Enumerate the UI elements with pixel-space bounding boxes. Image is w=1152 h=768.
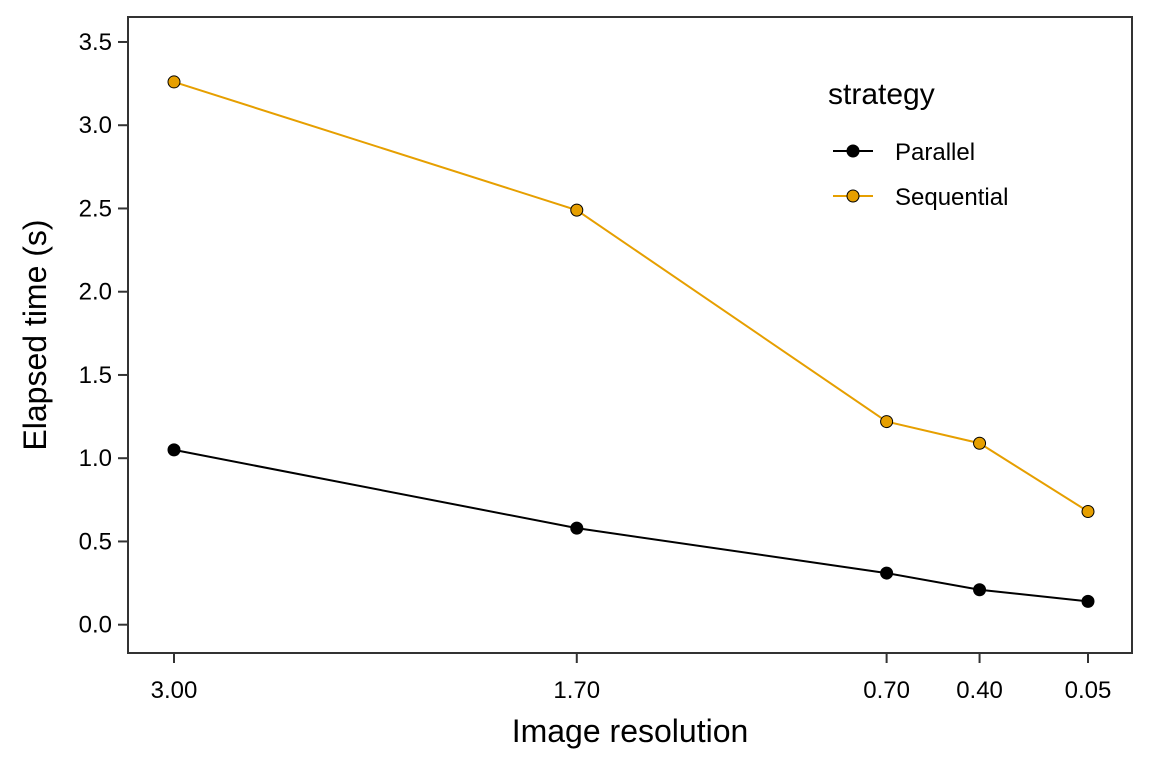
legend-item-sequential: Sequential xyxy=(833,184,1008,211)
y-tick-label: 0.0 xyxy=(79,612,112,639)
data-point-sequential xyxy=(1081,504,1095,518)
series-layer xyxy=(167,75,1095,608)
x-tick-label: 1.70 xyxy=(553,677,600,704)
legend: strategy Parallel Sequential xyxy=(828,78,1008,211)
x-tick-label: 0.70 xyxy=(863,677,910,704)
plot-panel xyxy=(127,16,1133,654)
y-tick-label: 1.0 xyxy=(79,445,112,472)
data-point-sequential xyxy=(167,75,181,89)
y-tick-label: 0.5 xyxy=(79,528,112,555)
data-point-sequential xyxy=(973,436,987,450)
y-tick-label: 3.5 xyxy=(79,29,112,56)
data-point-parallel xyxy=(1081,594,1095,608)
data-point-parallel xyxy=(570,521,584,535)
x-tick-label: 0.05 xyxy=(1065,677,1112,704)
legend-key-point-parallel xyxy=(846,144,860,158)
x-axis: 3.00 1.70 0.70 0.40 0.05 xyxy=(151,653,1112,704)
x-tick-label: 0.40 xyxy=(956,677,1003,704)
data-point-sequential xyxy=(570,203,584,217)
legend-item-parallel: Parallel xyxy=(833,139,975,166)
legend-label-parallel: Parallel xyxy=(895,139,975,166)
x-tick-label: 3.00 xyxy=(151,677,198,704)
y-tick-label: 1.5 xyxy=(79,362,112,389)
legend-title: strategy xyxy=(828,78,935,111)
legend-label-sequential: Sequential xyxy=(895,184,1008,211)
data-point-parallel xyxy=(880,566,894,580)
y-tick-label: 2.5 xyxy=(79,195,112,222)
data-point-parallel xyxy=(167,443,181,457)
y-axis-title: Elapsed time (s) xyxy=(17,219,53,450)
x-axis-title: Image resolution xyxy=(512,713,749,749)
legend-key-point-sequential xyxy=(846,189,860,203)
y-tick-label: 3.0 xyxy=(79,112,112,139)
y-tick-label: 2.0 xyxy=(79,279,112,306)
data-point-parallel xyxy=(973,583,987,597)
data-point-sequential xyxy=(880,415,894,429)
y-axis: 0.0 0.5 1.0 1.5 2.0 2.5 3.0 3.5 xyxy=(79,29,128,639)
